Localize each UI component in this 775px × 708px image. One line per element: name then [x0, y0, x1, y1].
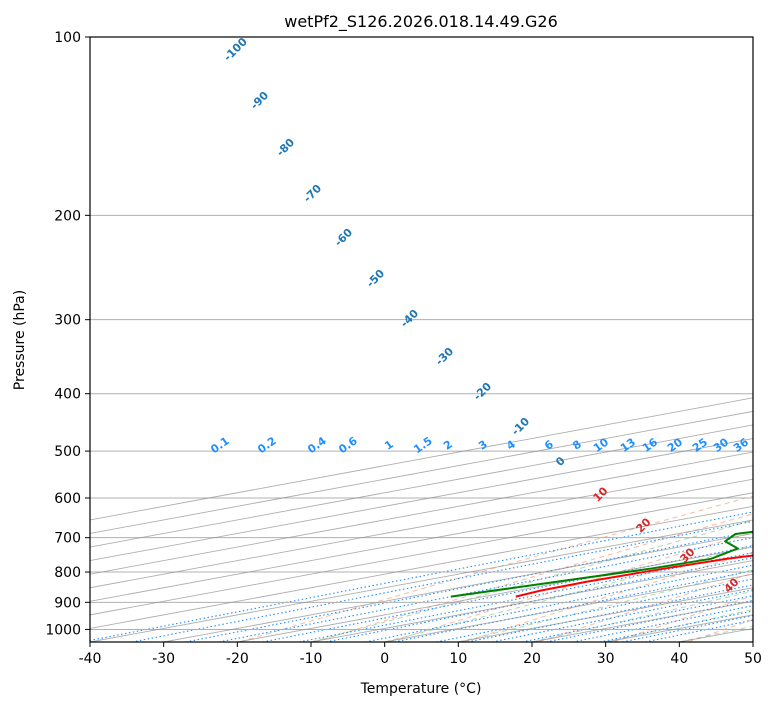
isotherm-gridline: [90, 424, 753, 548]
dry-adiabat-line: [314, 513, 753, 642]
data-layer: [450, 530, 753, 598]
temperature-trace: [515, 554, 753, 598]
isotherm-gridline: [90, 478, 753, 602]
x-tick-label: -10: [300, 651, 323, 667]
y-tick-label: 1000: [45, 622, 81, 638]
axis-layer: -40 -30 -20 -10 0 10 20 30 40 50 100 200 300 400 500 60…: [45, 30, 762, 667]
x-tick-label: 20: [523, 651, 541, 667]
y-tick-label: 200: [54, 208, 81, 224]
chart-title: wetPf2_S126.2026.018.14.49.G26: [284, 12, 558, 32]
y-tick-label: 100: [54, 30, 81, 46]
x-tick-label: 10: [449, 651, 467, 667]
plot-frame: [89, 36, 754, 643]
y-tick-label: 600: [54, 491, 81, 507]
x-tick-label: -40: [79, 651, 102, 667]
isotherm-gridline: [90, 451, 753, 575]
isotherm-gridline: [90, 438, 753, 562]
y-axis-label: Pressure (hPa): [12, 290, 28, 390]
isotherm-gridline: [163, 533, 753, 642]
grid-layer: [90, 37, 753, 642]
isotherm-gridline: [90, 519, 753, 642]
mixing-ratio-line: [325, 557, 753, 642]
dry-adiabat-line: [538, 572, 753, 642]
y-tick-label: 900: [54, 595, 81, 611]
isotherm-gridline: [90, 505, 753, 629]
x-tick-label: 30: [597, 651, 615, 667]
mixing-ratio-line: [185, 530, 753, 642]
x-tick-label: -30: [152, 651, 175, 667]
y-tick-label: 400: [54, 387, 81, 403]
dry-adiabat-line: [463, 551, 753, 642]
isotherm-gridline: [90, 465, 753, 589]
x-tick-label: 40: [670, 651, 688, 667]
mixing-ratio-line: [90, 511, 753, 641]
y-tick-label: 500: [54, 444, 81, 460]
mixing-ratio-line: [492, 589, 753, 642]
y-tick-label: 300: [54, 313, 81, 329]
x-tick-label: -20: [226, 651, 249, 667]
y-tick-label: 700: [54, 531, 81, 547]
x-axis-label: Temperature (°C): [360, 681, 482, 697]
mixing-ratio-line: [218, 536, 753, 642]
mixing-ratio-line: [436, 578, 753, 642]
y-tick-label: 800: [54, 565, 81, 581]
dewpoint-trace: [450, 530, 753, 598]
x-tick-label: 0: [380, 651, 389, 667]
x-tick-label: 50: [744, 651, 762, 667]
isotherm-gridline: [90, 492, 753, 616]
